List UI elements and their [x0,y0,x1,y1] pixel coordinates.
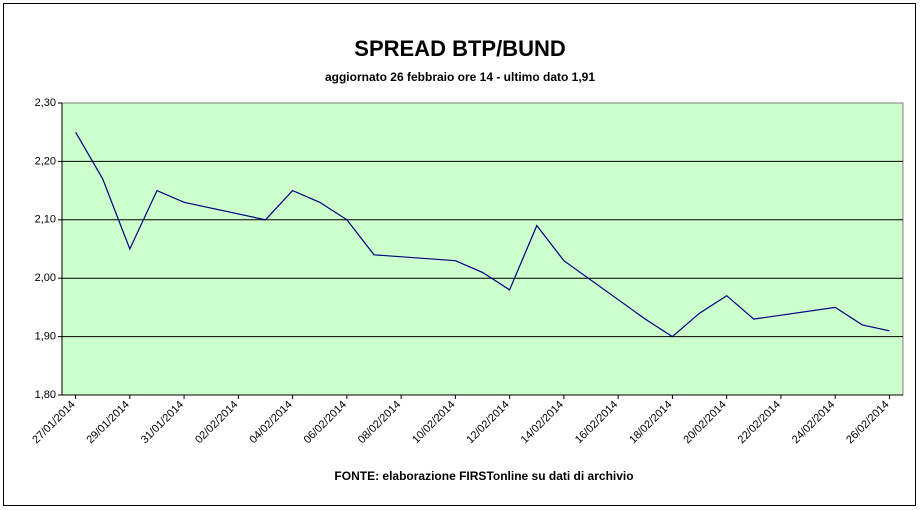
y-tick-label: 2,00 [35,272,56,284]
chart-subtitle: aggiornato 26 febbraio ore 14 - ultimo d… [325,70,595,84]
y-tick-label: 2,30 [35,97,56,109]
y-tick-label: 1,90 [35,331,56,343]
y-tick-label: 2,20 [35,155,56,167]
plot-area [61,102,904,396]
source-note: FONTE: elaborazione FIRSTonline su dati … [334,469,633,483]
data-line [75,131,890,338]
y-tick-label: 2,10 [35,214,56,226]
chart-title: SPREAD BTP/BUND [354,36,565,61]
y-tick-label: 1,80 [35,389,56,401]
